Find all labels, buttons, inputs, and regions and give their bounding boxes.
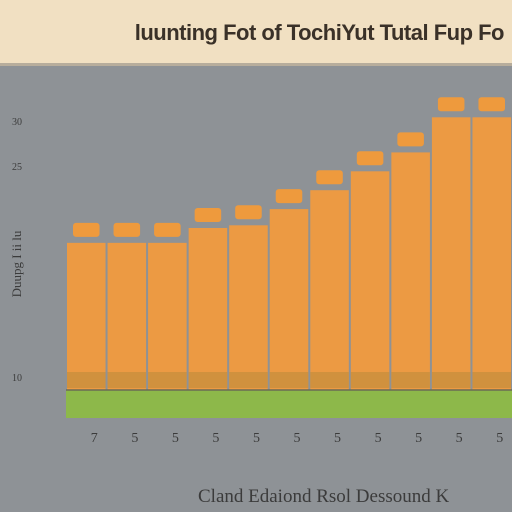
bar — [431, 117, 471, 391]
x-tick-label: 5 — [496, 431, 503, 446]
bar-cap — [437, 97, 465, 112]
bar — [188, 228, 228, 390]
x-axis-label: Cland Edaiond Rsol Dessound K — [198, 486, 450, 507]
bar — [310, 190, 349, 390]
base-band — [66, 390, 512, 418]
bar-base-fringe — [148, 372, 187, 388]
bar-cap — [113, 222, 141, 237]
y-tick-label: 10 — [12, 373, 22, 384]
bar-base-fringe — [391, 372, 430, 388]
chart-title: luunting Fot of TochiYut Tutal Fup Fo — [134, 20, 505, 45]
bar-base-fringe — [107, 372, 147, 388]
bar-base-fringe — [188, 372, 228, 388]
y-axis-label: Duupg I ii lu — [9, 230, 24, 298]
title-band: luunting Fot of TochiYut Tutal Fup Fo — [0, 0, 512, 66]
x-tick-label: 7 — [91, 431, 98, 446]
bar-base-fringe — [229, 372, 268, 388]
bar — [472, 117, 511, 391]
bar — [107, 242, 147, 390]
bar-cap — [194, 208, 222, 222]
bar — [148, 242, 187, 390]
bar-cap — [235, 205, 262, 220]
bar — [67, 242, 106, 390]
bar-base-fringe — [350, 372, 390, 388]
bar — [269, 209, 309, 390]
x-tick-label: 5 — [253, 431, 260, 446]
bar-cap — [154, 222, 181, 237]
x-tick-label: 5 — [334, 431, 341, 446]
x-tick-label: 5 — [375, 431, 382, 446]
x-tick-label: 5 — [456, 431, 463, 446]
bar-base-fringe — [310, 372, 349, 388]
bar-base-fringe — [67, 372, 106, 388]
bar-base-fringe — [431, 372, 471, 388]
x-tick-label: 5 — [212, 431, 219, 446]
x-tick-label: 5 — [294, 431, 301, 446]
bar-cap — [397, 132, 424, 147]
bar-cap — [356, 151, 384, 166]
bar — [350, 171, 390, 390]
x-tick-label: 5 — [415, 431, 422, 446]
bar-base-fringe — [472, 372, 511, 388]
bar-cap — [316, 170, 343, 185]
x-tick-label: 5 — [172, 431, 179, 446]
bar — [229, 225, 268, 390]
x-tick-label: 5 — [131, 431, 138, 446]
bar-cap — [478, 97, 505, 112]
bar-cap — [275, 189, 303, 204]
bar-cap — [73, 222, 100, 237]
bar — [391, 152, 430, 390]
y-tick-label: 30 — [12, 117, 22, 128]
bar-base-fringe — [269, 372, 309, 388]
y-tick-label: 25 — [12, 162, 22, 173]
